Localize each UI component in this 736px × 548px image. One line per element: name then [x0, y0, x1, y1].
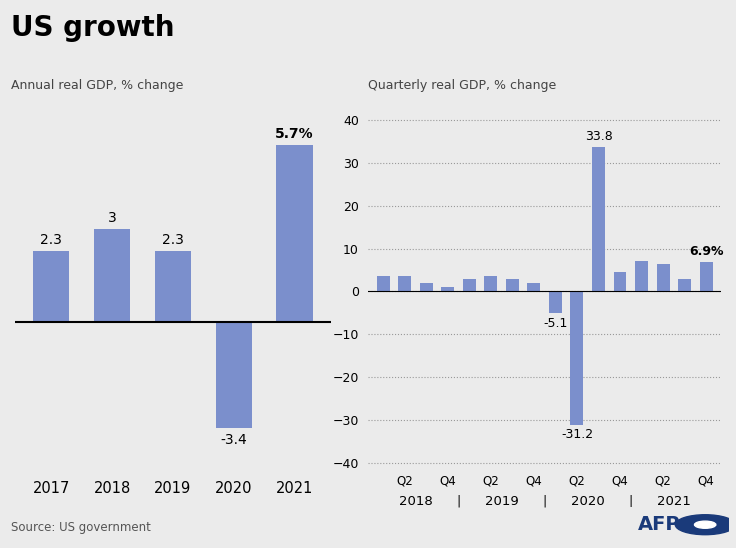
Bar: [442, 287, 454, 292]
Bar: [216, 322, 252, 428]
Bar: [592, 147, 605, 292]
Bar: [484, 276, 498, 292]
Text: -3.4: -3.4: [221, 433, 247, 447]
Text: 2020: 2020: [571, 495, 604, 508]
Text: AFP: AFP: [638, 515, 681, 534]
Bar: [528, 283, 540, 292]
Text: 3: 3: [107, 212, 116, 225]
Text: |: |: [456, 495, 461, 508]
Bar: [635, 261, 648, 292]
Bar: [33, 251, 69, 322]
Text: 33.8: 33.8: [584, 130, 612, 143]
Text: 2019: 2019: [485, 495, 518, 508]
Text: 5.7%: 5.7%: [275, 128, 314, 141]
Bar: [377, 276, 389, 292]
Bar: [398, 276, 411, 292]
Text: 2021: 2021: [657, 495, 691, 508]
Text: 2.3: 2.3: [40, 233, 62, 247]
Bar: [678, 278, 691, 292]
Text: 2018: 2018: [398, 495, 432, 508]
Text: Annual real GDP, % change: Annual real GDP, % change: [11, 79, 183, 93]
Circle shape: [676, 515, 735, 535]
Text: |: |: [629, 495, 633, 508]
Bar: [570, 292, 584, 425]
Text: |: |: [542, 495, 547, 508]
Bar: [506, 278, 519, 292]
Bar: [614, 272, 626, 292]
Bar: [700, 262, 712, 292]
Circle shape: [695, 521, 716, 528]
Bar: [549, 292, 562, 313]
Bar: [94, 229, 130, 322]
Text: -5.1: -5.1: [543, 317, 567, 330]
Bar: [155, 251, 191, 322]
Text: Source: US government: Source: US government: [11, 521, 151, 534]
Bar: [277, 145, 313, 322]
Bar: [657, 264, 670, 292]
Text: Quarterly real GDP, % change: Quarterly real GDP, % change: [368, 79, 556, 93]
Bar: [463, 278, 475, 292]
Text: -31.2: -31.2: [561, 429, 593, 442]
Text: 2.3: 2.3: [162, 233, 184, 247]
Text: 6.9%: 6.9%: [689, 246, 723, 259]
Bar: [420, 283, 433, 292]
Text: US growth: US growth: [11, 14, 174, 42]
